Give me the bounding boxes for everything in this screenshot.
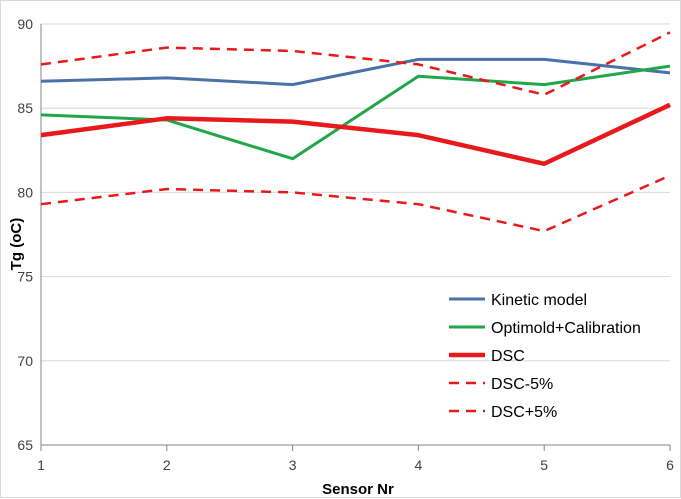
- legend-label: DSC-5%: [491, 376, 553, 393]
- y-axis-title: Tg (oC): [8, 218, 25, 270]
- legend-label: DSC+5%: [491, 404, 557, 421]
- y-tick-label: 65: [17, 437, 33, 453]
- series-lines: [40, 31, 671, 233]
- y-tick-label: 75: [17, 269, 33, 285]
- series-line-1: [40, 57, 671, 87]
- x-tick-label: 2: [163, 457, 171, 473]
- legend-label: Optimold+Calibration: [491, 320, 641, 337]
- x-tick-label: 1: [37, 457, 45, 473]
- x-tick-label: 5: [540, 457, 548, 473]
- legend: Kinetic model Optimold+Calibration DSC DSC-…: [449, 292, 641, 421]
- x-tick-label: 6: [666, 457, 674, 473]
- x-tick-label: 4: [415, 457, 423, 473]
- gridlines: [41, 23, 670, 446]
- legend-label: DSC: [491, 348, 525, 365]
- series-line-4: [40, 174, 671, 233]
- series-line-3: [40, 102, 671, 167]
- series-line-5: [40, 31, 671, 96]
- legend-label: Kinetic model: [491, 292, 587, 309]
- axes: 65 70 75 80 85 90 1 2 3 4 5 6: [17, 16, 674, 473]
- x-tick-label: 3: [289, 457, 297, 473]
- y-tick-label: 85: [17, 100, 33, 116]
- x-axis-title: Sensor Nr: [322, 481, 394, 498]
- y-tick-label: 70: [17, 353, 33, 369]
- y-tick-label: 90: [17, 16, 33, 32]
- y-tick-label: 80: [17, 184, 33, 200]
